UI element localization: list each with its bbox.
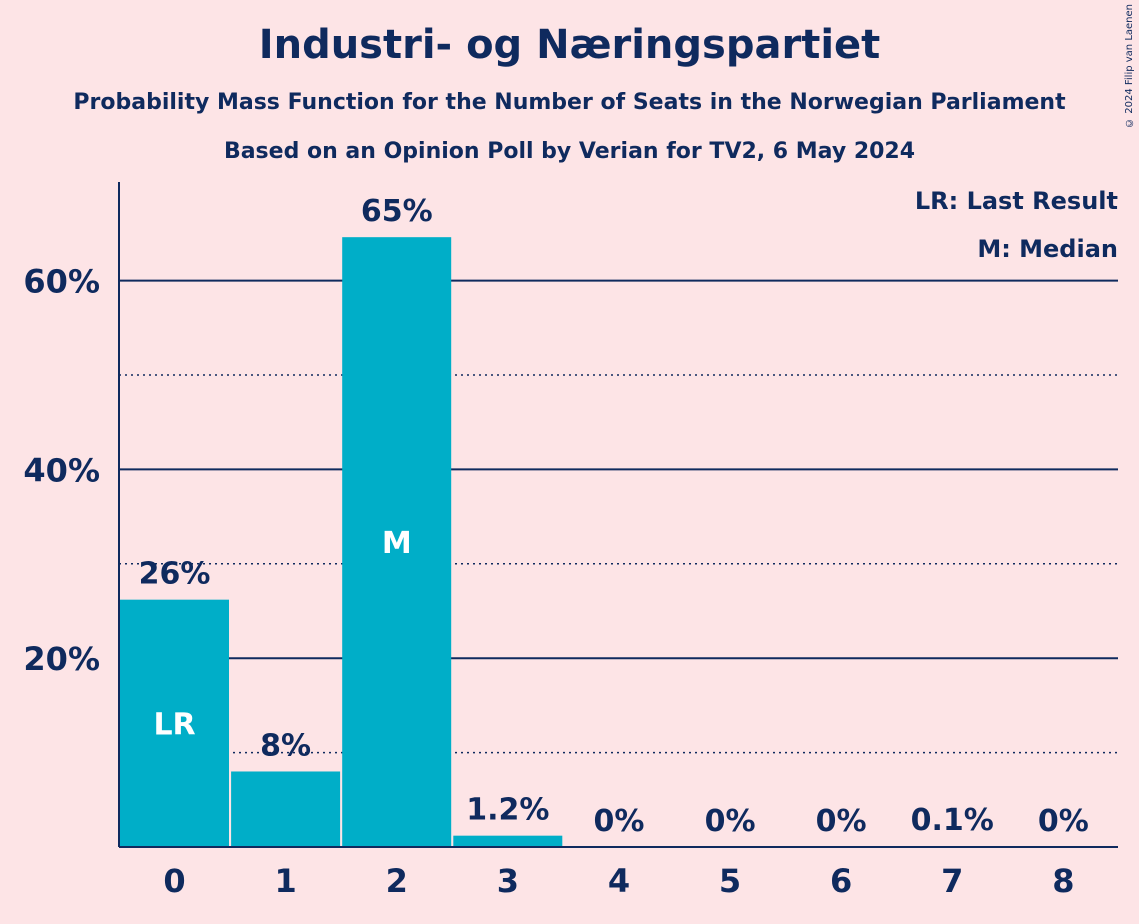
bar-value-label: 1.2% [466,793,549,828]
bar-marker-label: LR [153,707,195,742]
chart-title: Industri- og Næringspartiet [258,22,881,68]
x-tick-label: 7 [941,862,963,900]
chart-subtitle: Probability Mass Function for the Number… [73,90,1066,115]
bar-value-label: 0% [1038,804,1089,839]
bar-value-label: 26% [139,557,211,592]
bar-value-label: 0% [593,804,644,839]
y-tick-label: 40% [23,451,100,489]
chart-subtitle-source: Based on an Opinion Poll by Verian for T… [223,139,916,164]
x-tick-label: 8 [1052,862,1074,900]
legend-entry: LR: Last Result [915,187,1118,215]
legend-entry: M: Median [977,235,1118,263]
y-tick-label: 20% [23,640,100,678]
y-tick-label: 60% [23,263,100,301]
x-tick-label: 4 [608,862,630,900]
x-tick-label: 3 [497,862,519,900]
bar [342,237,452,847]
x-tick-label: 0 [163,862,185,900]
bar-value-label: 0% [816,804,867,839]
bar [120,599,229,847]
bar [231,771,341,847]
bar-marker-label: M [382,526,412,561]
bar-value-label: 65% [361,194,433,229]
x-tick-label: 1 [275,862,297,900]
bar [453,835,563,847]
x-tick-label: 2 [386,862,408,900]
bar-value-label: 0% [705,804,756,839]
x-tick-label: 6 [830,862,852,900]
bar-value-label: 8% [260,728,311,763]
x-tick-label: 5 [719,862,741,900]
bar-value-label: 0.1% [911,803,994,838]
